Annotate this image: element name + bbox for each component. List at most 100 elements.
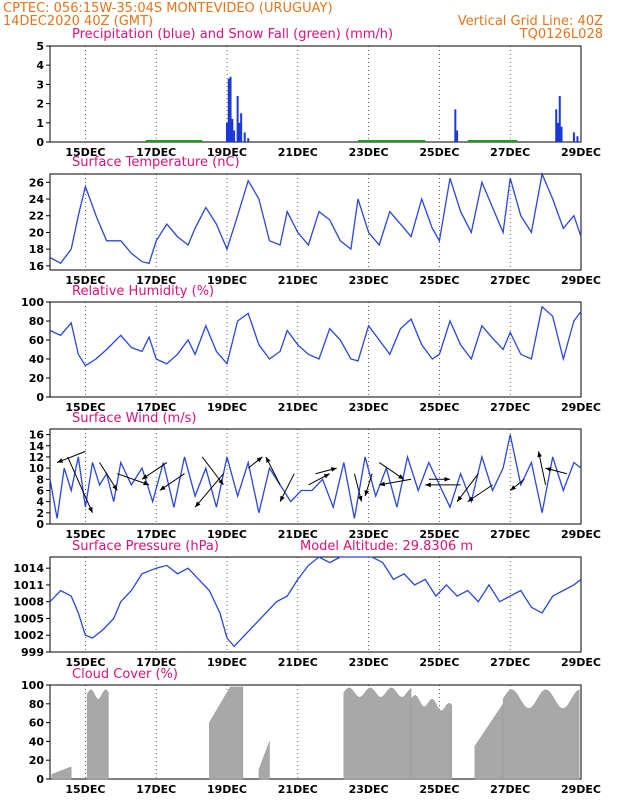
x-tick-label: 23DEC (349, 401, 389, 414)
precip-bar (456, 130, 459, 142)
x-tick-label: 19DEC (207, 274, 247, 287)
y-tick-label: 4 (36, 59, 44, 72)
precip-bar (556, 122, 559, 142)
x-tick-label: 27DEC (490, 528, 530, 541)
wind-arrowhead (379, 481, 386, 487)
y-tick-label: 6 (36, 484, 44, 497)
x-tick-label: 25DEC (419, 146, 459, 159)
x-tick-label: 19DEC (207, 401, 247, 414)
x-tick-label: 23DEC (349, 528, 389, 541)
precip-bar (229, 76, 232, 142)
x-tick-label: 27DEC (490, 783, 530, 796)
wind-arrowhead (537, 451, 542, 458)
wind-arrowhead (57, 458, 64, 463)
x-tick-label: 15DEC (65, 146, 105, 159)
y-tick-label: 100 (21, 296, 44, 309)
precip-bar (231, 118, 234, 142)
x-tick-label: 27DEC (490, 656, 530, 669)
y-tick-label: 0 (36, 773, 44, 786)
wind-arrowhead (142, 474, 148, 480)
x-tick-label: 29DEC (561, 401, 601, 414)
x-tick-label: 29DEC (561, 656, 601, 669)
wind-arrow (194, 473, 224, 508)
wind-arrow (117, 473, 150, 486)
cloud-cover-title: Cloud Cover (%) (72, 667, 178, 682)
wind-arrow (99, 462, 118, 491)
wind-arrowhead (256, 456, 263, 463)
precip-bar (576, 136, 579, 142)
y-tick-label: 4 (36, 496, 44, 509)
humidity-title: Relative Humidity (%) (72, 284, 214, 299)
y-tick-label: 16 (29, 260, 45, 273)
y-tick-label: 1002 (13, 629, 44, 642)
y-tick-label: 16 (29, 429, 45, 442)
x-tick-label: 27DEC (490, 274, 530, 287)
wind-arrowhead (364, 490, 369, 497)
wind-arrowhead (218, 479, 224, 485)
cloud-cover-area (410, 695, 452, 780)
x-tick-label: 15DEC (65, 401, 105, 414)
wind-arrowhead (444, 477, 450, 482)
x-tick-label: 19DEC (207, 528, 247, 541)
series-line-1 (49, 171, 582, 265)
x-tick-label: 19DEC (207, 656, 247, 669)
precip-bar (240, 113, 243, 142)
y-tick-label: 1008 (13, 596, 44, 609)
x-tick-label: 17DEC (136, 528, 176, 541)
x-tick-label: 25DEC (419, 401, 459, 414)
y-tick-label: 10 (29, 462, 45, 475)
series-line-3 (49, 434, 582, 519)
precip-bar (454, 109, 457, 142)
series-line-4 (49, 556, 582, 648)
x-tick-label: 29DEC (561, 528, 601, 541)
header-date: 14DEC2020 40Z (GMT) (3, 14, 153, 29)
cloud-cover-area (343, 687, 412, 780)
y-tick-label: 40 (29, 735, 45, 748)
y-tick-label: 2 (36, 507, 44, 520)
x-tick-label: 17DEC (136, 401, 176, 414)
wind-arrowhead (457, 495, 463, 502)
wind-arrow (67, 456, 93, 514)
x-tick-label: 21DEC (278, 656, 318, 669)
panel-frame-2 (49, 301, 582, 398)
wind-arrowhead (112, 484, 118, 491)
y-tick-label: 0 (36, 136, 44, 149)
wind-title: Surface Wind (m/s) (72, 411, 196, 426)
x-tick-label: 17DEC (136, 146, 176, 159)
wind-arrow (201, 456, 224, 486)
precip-bar (560, 126, 563, 142)
y-tick-label: 8 (36, 473, 44, 486)
y-tick-label: 24 (29, 193, 45, 206)
y-tick-label: 22 (29, 210, 44, 223)
precip-bar (233, 130, 236, 142)
y-tick-label: 40 (29, 353, 45, 366)
wind-arrowhead (425, 482, 431, 488)
precip-bar (238, 122, 241, 142)
wind-arrowhead (323, 473, 330, 479)
precip-bar (555, 109, 558, 142)
cloud-cover-area (209, 686, 244, 780)
x-tick-label: 25DEC (419, 274, 459, 287)
x-tick-label: 29DEC (561, 146, 601, 159)
y-tick-label: 80 (29, 315, 45, 328)
header-location: CPTEC: 056:15W-35:04S MONTEVIDEO (URUGUA… (3, 1, 333, 16)
x-tick-label: 29DEC (561, 274, 601, 287)
y-tick-label: 14 (29, 440, 45, 453)
precip-bar (572, 132, 575, 142)
y-tick-label: 80 (29, 698, 45, 711)
wind-arrowhead (467, 496, 474, 502)
x-tick-label: 15DEC (65, 528, 105, 541)
precip-bar (243, 132, 246, 142)
y-tick-label: 999 (21, 646, 44, 659)
x-tick-label: 23DEC (349, 274, 389, 287)
panel-frame-5 (49, 684, 582, 780)
wind-arrow (538, 451, 547, 485)
wind-arrowhead (143, 480, 150, 486)
x-tick-label: 15DEC (65, 656, 105, 669)
x-tick-label: 19DEC (207, 783, 247, 796)
wind-arrowhead (398, 474, 404, 480)
y-tick-label: 26 (29, 176, 45, 189)
precip-bar (227, 78, 230, 142)
wind-arrowhead (195, 501, 201, 508)
